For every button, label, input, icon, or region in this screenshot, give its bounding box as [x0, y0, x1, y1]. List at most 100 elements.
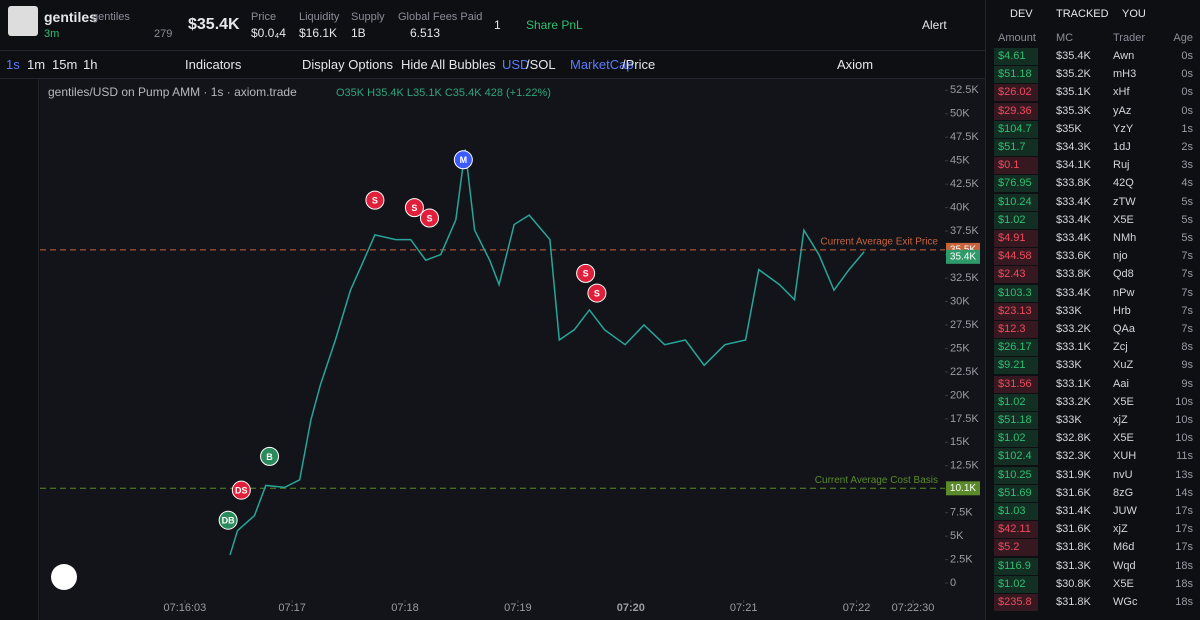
amount: $12.3	[998, 323, 1026, 335]
age: 18s	[1175, 596, 1193, 608]
market-cap: $33.1K	[1056, 377, 1091, 390]
chart: gentiles/USD on Pump AMM · 1s · axiom.tr…	[40, 84, 980, 614]
price-label: Price	[251, 11, 277, 23]
trader: QAa	[1113, 323, 1136, 335]
y-tick-label: 22.5K	[950, 366, 979, 378]
trade-marker-label: M	[460, 155, 468, 165]
amount: $104.7	[998, 122, 1032, 135]
age: 17s	[1175, 523, 1193, 536]
amount: $103.3	[998, 286, 1032, 299]
trader: JUW	[1113, 505, 1137, 517]
trader: NMh	[1113, 232, 1137, 244]
age: 0s	[1181, 86, 1193, 99]
trader: XUH	[1113, 450, 1137, 463]
amount-bg	[994, 102, 1038, 120]
amount-bg	[994, 357, 1038, 375]
market-cap: $33.4K	[1056, 195, 1091, 208]
age: 0s	[1181, 68, 1193, 81]
y-tick-label: 0	[950, 577, 956, 589]
tab[interactable]: TRACKED	[1056, 8, 1109, 20]
price-badge	[946, 249, 980, 264]
trader: 42Q	[1113, 177, 1134, 190]
display-options[interactable]: Display Options	[302, 57, 394, 72]
column-header: Trader	[1113, 32, 1145, 44]
reference-badge-label: 10.1K	[950, 483, 976, 494]
amount-bg	[994, 539, 1038, 557]
amount-bg	[994, 575, 1038, 593]
trader: M6d	[1113, 541, 1135, 554]
amount-bg	[994, 211, 1038, 229]
market-cap: $33K	[1056, 304, 1082, 317]
interval[interactable]: 1s	[6, 57, 20, 72]
sol-toggle[interactable]: /SOL	[526, 57, 556, 72]
age: 8s	[1181, 341, 1193, 354]
amount: $4.61	[998, 50, 1026, 62]
age: 11s	[1176, 450, 1193, 463]
trader: xjZ	[1113, 523, 1128, 536]
trader: yAz	[1113, 104, 1132, 117]
interval[interactable]: 1m	[27, 57, 46, 72]
amount: $51.18	[998, 414, 1032, 426]
token-name: gentiles	[44, 9, 97, 25]
trade-marker	[419, 208, 439, 228]
share-pnl[interactable]: Share PnL	[526, 18, 583, 32]
amount-bg	[994, 375, 1038, 393]
interval[interactable]: 15m	[52, 57, 78, 72]
amount: $102.4	[998, 450, 1032, 463]
amount-bg	[994, 412, 1038, 429]
indicators[interactable]: Indicators	[185, 57, 242, 72]
age: 5s	[1181, 195, 1193, 208]
age: 5s	[1181, 213, 1193, 226]
liquidity-label: Liquidity	[299, 11, 340, 23]
y-tick-label: 40K	[950, 202, 970, 214]
price-toggle[interactable]: /Price	[622, 57, 656, 72]
alert-button[interactable]: Alert	[922, 18, 947, 32]
amount: $26.17	[998, 341, 1032, 354]
amount: $2.43	[998, 268, 1026, 281]
chart-legend-ohlc: O35K H35.4K L35.1K C35.4K 428 (+1.22%)	[336, 87, 551, 99]
tab[interactable]: YOU	[1122, 8, 1146, 20]
header: gentiles gentiles 3m 279 $35.4K Price $0…	[0, 0, 985, 51]
amount: $42.11	[998, 523, 1031, 536]
interval[interactable]: 1h	[83, 57, 98, 72]
trade-marker-label: S	[583, 269, 589, 279]
market-cap: $35.4K	[1056, 50, 1091, 62]
amount: $235.8	[998, 596, 1032, 608]
amount: $10.24	[998, 195, 1032, 208]
supply: 1B	[351, 26, 366, 40]
trader: Aai	[1113, 377, 1129, 390]
market-cap: $33.8K	[1056, 268, 1091, 281]
trader: xjZ	[1113, 414, 1128, 426]
hide-bubbles[interactable]: Hide All Bubbles	[401, 57, 496, 72]
market-cap: $32.8K	[1056, 432, 1091, 445]
amount-bg	[994, 484, 1038, 502]
amount-bg	[994, 230, 1038, 247]
y-tick-label: 37.5K	[950, 225, 979, 237]
market-cap: $35.4K	[188, 16, 240, 33]
amount-bg	[994, 66, 1038, 84]
usd-toggle[interactable]: USD	[502, 57, 530, 72]
token-logo	[8, 6, 38, 36]
amount: $116.9	[998, 559, 1031, 572]
tab[interactable]: DEV	[1010, 8, 1033, 20]
marketcap-toggle[interactable]: MarketCap	[570, 57, 634, 72]
trade-marker	[453, 150, 473, 170]
amount: $51.18	[998, 68, 1032, 81]
amount: $23.13	[998, 304, 1032, 317]
y-tick-label: 52.5K	[950, 84, 979, 96]
amount: $9.21	[998, 359, 1026, 372]
trader: X5E	[1113, 395, 1134, 408]
axiom-select[interactable]: Axiom	[837, 57, 874, 72]
reference-label: Current Average Cost Basis	[815, 475, 938, 486]
price-line	[229, 149, 865, 556]
y-tick-label: 27.5K	[950, 319, 979, 331]
market-cap: $31.4K	[1056, 505, 1091, 517]
amount-bg	[994, 448, 1038, 466]
age: 2s	[1181, 141, 1193, 153]
x-tick-label: 07:16:03	[163, 602, 206, 614]
age: 9s	[1181, 359, 1193, 372]
watchers[interactable]: 1	[494, 18, 501, 32]
trader: YzY	[1113, 122, 1134, 135]
market-cap: $33.8K	[1056, 177, 1091, 190]
price: $0.0₄4	[251, 26, 286, 40]
